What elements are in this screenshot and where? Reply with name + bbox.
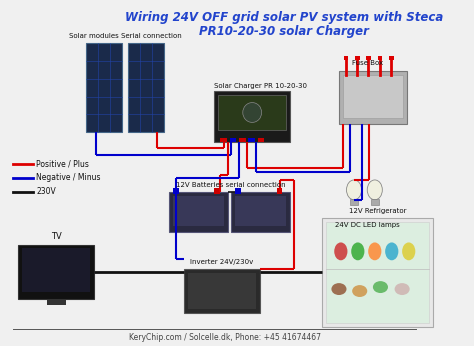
Text: Positive / Plus: Positive / Plus bbox=[36, 160, 89, 169]
Bar bbox=[18, 245, 94, 299]
Ellipse shape bbox=[394, 283, 410, 295]
Circle shape bbox=[243, 102, 262, 122]
Text: 12V Refrigerator: 12V Refrigerator bbox=[349, 208, 406, 214]
Ellipse shape bbox=[367, 180, 383, 200]
Bar bbox=[366, 56, 371, 60]
Bar bbox=[220, 138, 227, 142]
Bar bbox=[389, 56, 393, 60]
Text: Solar modules Serial connection: Solar modules Serial connection bbox=[69, 33, 181, 39]
Bar bbox=[229, 138, 236, 142]
Bar bbox=[248, 138, 255, 142]
Bar bbox=[215, 91, 290, 142]
Text: Negative / Minus: Negative / Minus bbox=[36, 173, 101, 182]
Bar bbox=[239, 138, 246, 142]
Bar bbox=[215, 188, 220, 194]
Bar bbox=[378, 56, 383, 60]
Bar bbox=[355, 56, 360, 60]
Bar bbox=[350, 199, 358, 205]
Bar bbox=[231, 192, 290, 231]
Ellipse shape bbox=[402, 243, 415, 260]
Bar bbox=[258, 138, 264, 142]
Bar bbox=[169, 192, 228, 231]
Ellipse shape bbox=[368, 243, 382, 260]
Bar bbox=[322, 218, 433, 327]
Bar bbox=[22, 248, 90, 292]
Ellipse shape bbox=[331, 283, 346, 295]
Ellipse shape bbox=[385, 243, 398, 260]
Ellipse shape bbox=[352, 285, 367, 297]
Text: PR10-20-30 solar Charger: PR10-20-30 solar Charger bbox=[200, 25, 369, 38]
Bar bbox=[173, 196, 224, 226]
Bar bbox=[339, 71, 407, 125]
Text: 24V DC LED lamps: 24V DC LED lamps bbox=[335, 221, 400, 228]
Text: Inverter 24V/230v: Inverter 24V/230v bbox=[191, 259, 254, 265]
Bar bbox=[173, 188, 179, 194]
Ellipse shape bbox=[351, 243, 365, 260]
Bar bbox=[343, 75, 403, 118]
Text: 230V: 230V bbox=[36, 187, 56, 196]
Bar bbox=[326, 221, 429, 323]
Ellipse shape bbox=[373, 281, 388, 293]
Text: TV: TV bbox=[51, 233, 62, 242]
Ellipse shape bbox=[346, 180, 362, 200]
Text: Wiring 24V OFF grid solar PV system with Steca: Wiring 24V OFF grid solar PV system with… bbox=[125, 11, 443, 24]
Bar bbox=[371, 199, 379, 205]
Text: Solar Charger PR 10-20-30: Solar Charger PR 10-20-30 bbox=[215, 83, 308, 89]
Bar bbox=[344, 56, 348, 60]
Ellipse shape bbox=[334, 243, 347, 260]
Bar bbox=[184, 269, 260, 313]
Bar bbox=[128, 43, 164, 132]
Text: Fuse Box: Fuse Box bbox=[352, 60, 383, 66]
Bar bbox=[218, 95, 286, 130]
Bar bbox=[46, 299, 65, 305]
Bar bbox=[86, 43, 122, 132]
Text: 12V Batteries serial connection: 12V Batteries serial connection bbox=[176, 182, 285, 188]
Bar bbox=[235, 188, 241, 194]
Text: KeryChip.com / Solcelle.dk, Phone: +45 41674467: KeryChip.com / Solcelle.dk, Phone: +45 4… bbox=[129, 333, 321, 342]
Bar bbox=[188, 273, 256, 309]
Bar bbox=[277, 188, 283, 194]
Bar bbox=[235, 196, 286, 226]
